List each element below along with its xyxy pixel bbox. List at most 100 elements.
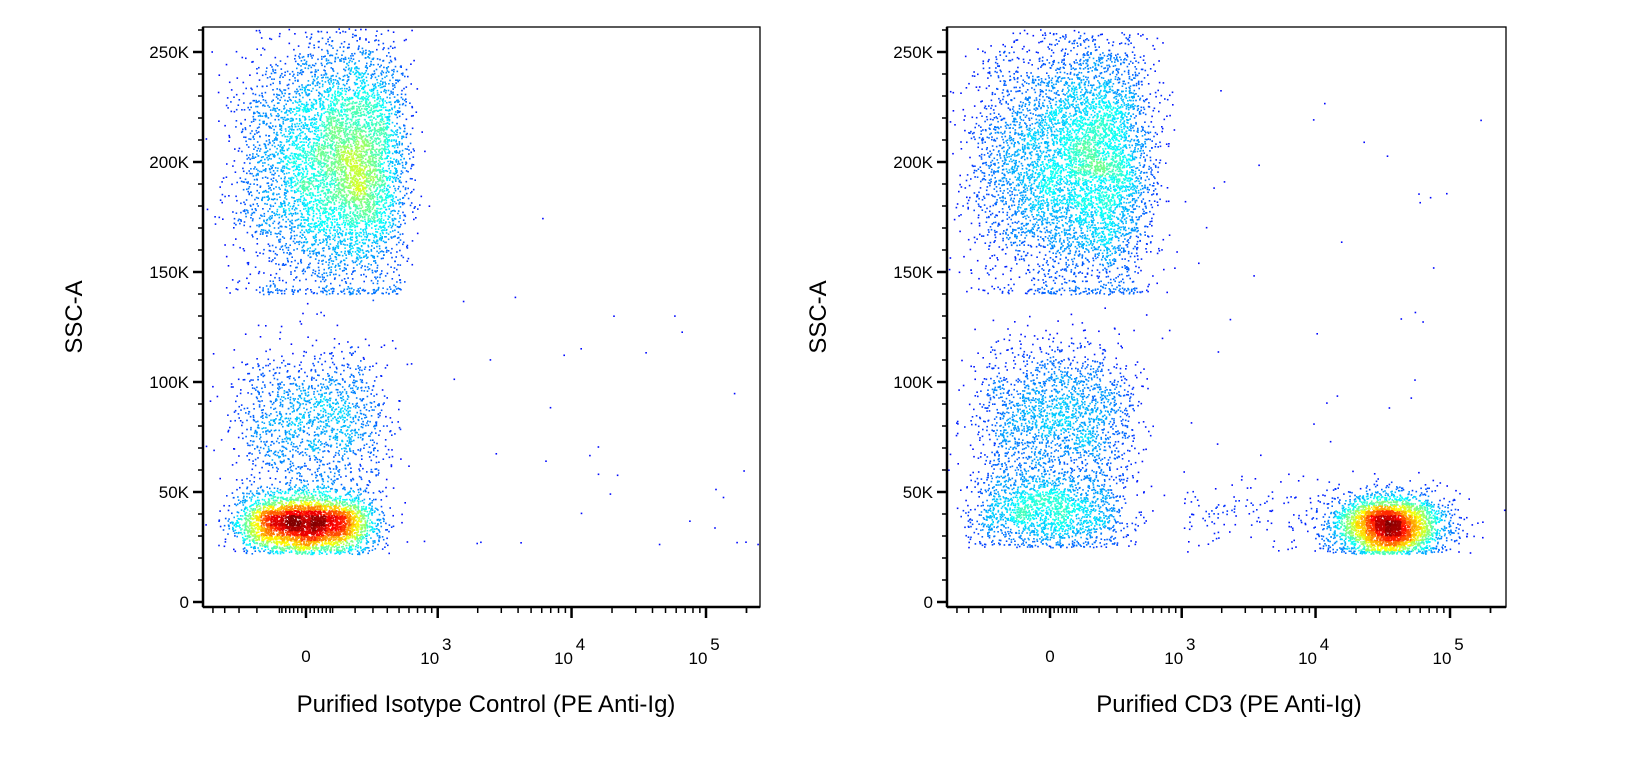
data-point [268,249,271,252]
data-point [271,483,273,486]
data-point [381,77,384,80]
data-point [398,100,400,103]
data-point [227,524,230,526]
data-point [401,135,403,138]
data-point [348,245,351,247]
data-point [390,129,393,131]
data-point [266,77,269,79]
data-point [293,249,295,251]
data-point [269,477,272,479]
data-point [259,400,261,403]
data-point [317,224,320,226]
data-point [283,392,286,395]
data-point [249,154,251,156]
data-point [349,424,351,427]
data-point [314,402,316,405]
data-point [365,238,367,241]
data-point [379,430,381,432]
data-point [377,43,380,46]
data-point [273,493,275,496]
data-point [390,92,393,94]
data-point [235,525,238,527]
data-point [361,87,363,90]
data-point [416,88,419,90]
data-point [265,147,268,149]
data-point [388,530,390,533]
data-point [310,33,313,36]
data-point [327,373,329,375]
data-point [243,136,245,138]
data-point [283,133,285,136]
data-point [288,130,290,132]
data-point [235,126,237,128]
data-point [293,410,295,413]
data-point [394,164,396,166]
data-point [392,223,395,226]
data-point [311,473,313,476]
data-point [360,455,363,457]
data-point [301,131,304,134]
data-point [270,198,273,201]
data-point [362,434,364,437]
data-point [281,264,284,266]
data-point [359,249,362,251]
data-point [321,247,324,250]
data-point [314,239,316,242]
data-point [259,438,261,440]
data-point [346,440,349,442]
data-point [292,181,294,183]
data-point [292,75,294,77]
data-point [384,85,386,87]
data-point [298,63,300,66]
data-point [253,481,255,483]
data-point [389,430,391,433]
data-point [382,490,384,493]
data-point [370,529,372,531]
data-point [235,288,237,290]
data-point [299,71,302,74]
data-point [453,378,456,381]
data-point [313,409,315,412]
data-point [304,371,306,374]
data-point [304,394,307,396]
data-point [372,83,374,86]
data-point [339,268,341,270]
data-point [264,162,266,164]
data-point [350,467,352,469]
data-point [301,421,303,423]
data-point [328,247,331,250]
data-point [239,392,242,395]
data-point [298,123,301,125]
data-point [266,156,268,159]
data-point [321,263,324,265]
data-point [344,58,347,61]
data-point [343,238,346,240]
data-point [251,492,254,495]
data-point [378,94,380,96]
data-point [406,260,409,262]
data-point [324,396,326,398]
data-point [354,405,357,407]
data-point [372,282,375,285]
data-point [320,229,323,231]
data-point [392,487,395,489]
data-point [255,129,258,132]
data-point [240,409,242,411]
data-point [391,69,393,72]
data-point [329,243,332,245]
data-point [327,494,330,497]
data-point [354,91,357,93]
data-point [322,106,325,108]
data-point [357,433,360,436]
data-point [334,435,337,437]
data-point [317,412,319,415]
data-point [367,424,370,427]
data-point [336,72,339,75]
data-point [252,463,254,465]
data-point [287,417,290,420]
data-point [347,405,349,407]
data-point [280,146,283,149]
data-point [395,158,398,161]
data-point [291,290,294,293]
data-point [300,125,303,128]
